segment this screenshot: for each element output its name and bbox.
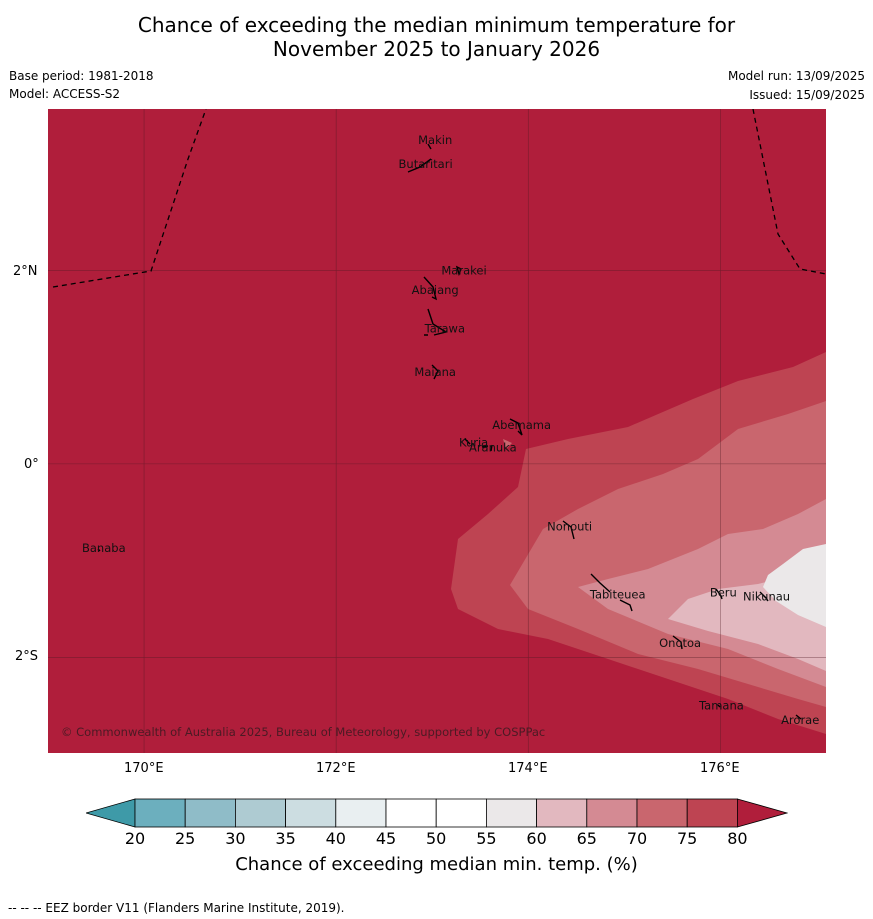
colorbar: [86, 798, 788, 828]
island-label-maiana: Maiana: [414, 365, 456, 379]
arorae-outline: [795, 714, 802, 720]
nonouti-outline: [562, 520, 575, 540]
island-label-abaiang: Abaiang: [412, 283, 459, 297]
aranuka-outline: [481, 444, 493, 452]
island-label-tamana: Tamana: [698, 699, 744, 713]
colorbar-segment-50: [435, 798, 487, 828]
lat-label-0: 0°: [24, 457, 39, 472]
issued-text: Issued: 15/09/2025: [749, 88, 865, 102]
lat-label-2s: 2°S: [15, 649, 39, 664]
butaritari-outline: [407, 158, 432, 173]
maiana-outline: [431, 364, 439, 380]
island-label-aranuka: Aranuka: [469, 440, 517, 454]
colorbar-tick-50: 50: [426, 829, 447, 848]
colorbar-segment-20: [134, 798, 186, 828]
onotoa-outline: [672, 635, 683, 650]
colorbar-segment-35: [285, 798, 337, 828]
colorbar-tick-20: 20: [124, 829, 146, 848]
colorbar-segment-40: [335, 798, 387, 828]
colorbar-label: Chance of exceeding median min. temp. (%…: [235, 854, 638, 875]
lat-label-2n: 2°N: [13, 264, 38, 279]
colorbar-segment-25: [184, 798, 236, 828]
tarawa-outline: [424, 308, 448, 336]
island-labels: Makin Butaritari Marakei Abaiang Tarawa Maian…: [82, 133, 819, 727]
island-label-kuria: Kuria: [459, 436, 488, 450]
tamana-outline: [717, 704, 721, 708]
tabiteuea-outline: [590, 573, 633, 612]
kuria-outline: [464, 438, 471, 445]
colorbar-tick-40: 40: [325, 829, 346, 848]
colorbar-tick-60: 60: [526, 829, 547, 848]
island-label-tabiteuea: Tabiteuea: [589, 587, 646, 601]
makin-outline: [427, 143, 432, 150]
island-outlines: [97, 143, 802, 720]
band-50-55: [763, 544, 826, 627]
colorbar-tick-55: 55: [476, 829, 497, 848]
colorbar-tick-75: 75: [677, 829, 698, 848]
colorbar-tick-80: 80: [727, 829, 748, 848]
beru-outline: [715, 588, 723, 600]
colorbar-tick-70: 70: [626, 829, 648, 848]
map-title-line2: November 2025 to January 2026: [272, 37, 601, 61]
colorbar-tick-30: 30: [225, 829, 246, 848]
eez-footnote: -- -- -- EEZ border V11 (Flanders Marine…: [8, 901, 345, 915]
island-label-abemama: Abemama: [492, 418, 551, 432]
colorbar-segment-30: [234, 798, 286, 828]
lon-label-176: 176°E: [700, 761, 740, 776]
colorbar-segment-45: [385, 798, 437, 828]
island-label-onotoa: Onotoa: [659, 636, 701, 650]
abemama-outline: [509, 418, 523, 436]
eez-border-west: [52, 109, 207, 288]
marakei-outline: [455, 265, 462, 277]
colorbar-tick-25: 25: [175, 829, 196, 848]
copyright-text: © Commonwealth of Australia 2025, Bureau…: [61, 725, 545, 739]
island-label-arorae: Arorae: [781, 713, 819, 727]
model-text: Model: ACCESS-S2: [9, 87, 121, 101]
forecast-map: Makin Butaritari Marakei Abaiang Tarawa Maian…: [48, 109, 826, 753]
lon-label-172: 172°E: [316, 761, 356, 776]
colorbar-segment-60: [536, 798, 588, 828]
colorbar-segment-75: [686, 798, 738, 828]
colorbar-tick-65: 65: [576, 829, 597, 848]
gridlines: [48, 109, 826, 753]
island-label-marakei: Marakei: [441, 263, 486, 277]
eez-border-east: [752, 109, 826, 275]
island-label-butaritari: Butaritari: [399, 157, 453, 171]
banaba-outline: [97, 548, 101, 552]
colorbar-extend-low: [86, 798, 136, 828]
colorbar-extend-high: [737, 798, 788, 828]
model-run-text: Model run: 13/09/2025: [727, 69, 865, 83]
colorbar-tick-45: 45: [375, 829, 397, 848]
colorbar-segment-55: [485, 798, 537, 828]
island-label-makin: Makin: [418, 133, 452, 147]
island-label-nikunau: Nikunau: [743, 589, 790, 603]
base-period-text: Base period: 1981-2018: [9, 69, 154, 83]
abaiang-outline: [423, 276, 438, 301]
map-title-line1: Chance of exceeding the median minimum t…: [137, 13, 736, 37]
island-label-nonouti: Nonouti: [547, 520, 592, 534]
colorbar-tick-35: 35: [275, 829, 296, 848]
colorbar-segment-70: [636, 798, 688, 828]
island-label-tarawa: Tarawa: [424, 322, 465, 336]
island-label-beru: Beru: [710, 585, 737, 599]
lon-label-170: 170°E: [124, 761, 164, 776]
small-patch: [503, 439, 512, 449]
nikunau-outline: [759, 591, 769, 602]
lon-label-174: 174°E: [508, 761, 548, 776]
island-label-banaba: Banaba: [82, 541, 126, 555]
colorbar-segment-65: [586, 798, 638, 828]
